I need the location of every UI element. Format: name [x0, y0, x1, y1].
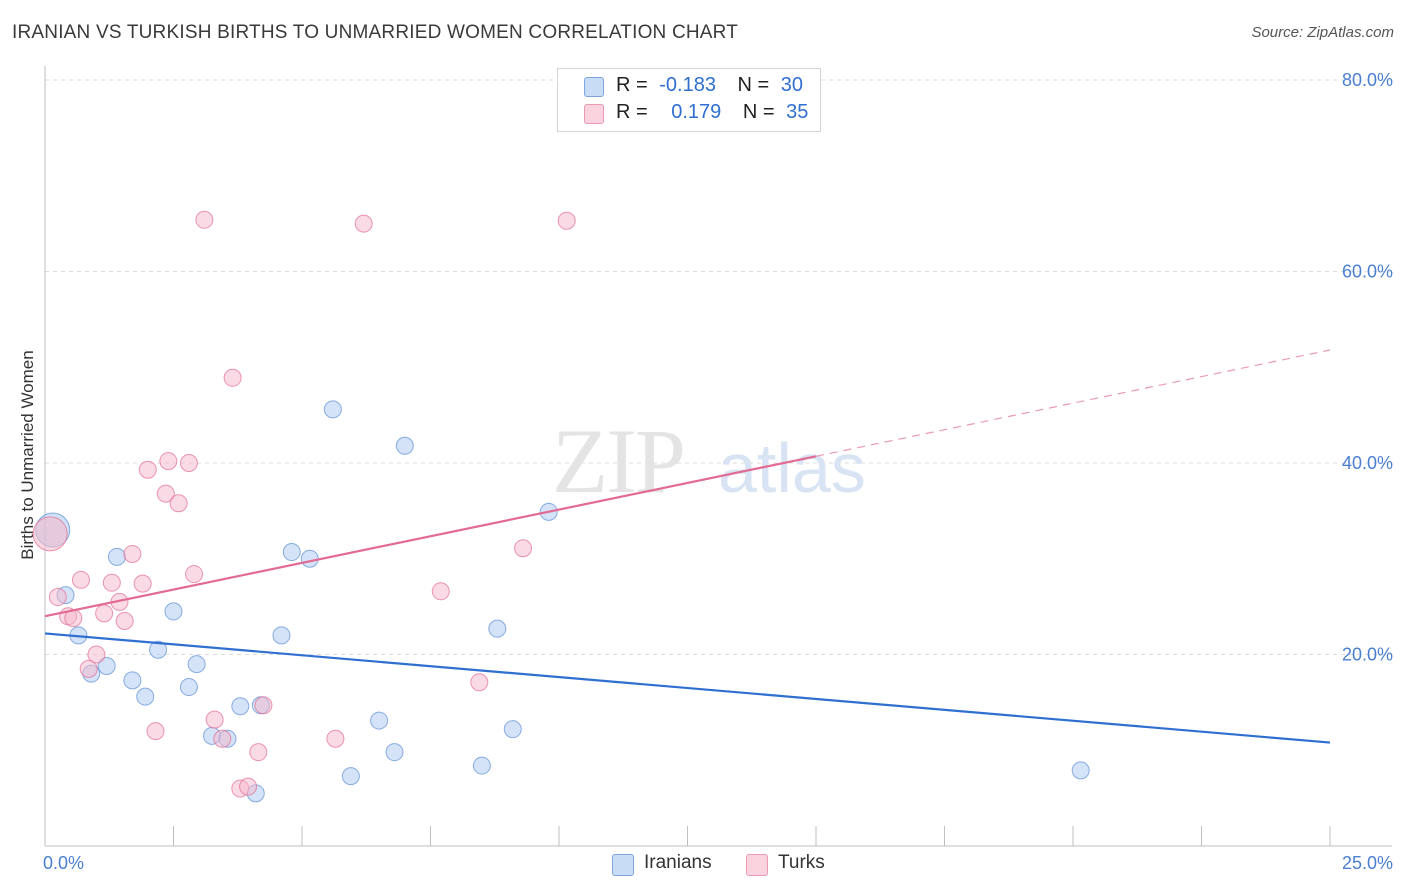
iranian-point	[136, 687, 155, 706]
legend-r-value-turks: 0.179	[671, 101, 722, 123]
iranian-point	[472, 756, 491, 775]
iranian-point	[123, 671, 142, 690]
turk-point	[326, 729, 345, 748]
turk-point	[79, 659, 98, 678]
legend-n-value-iranians: 30	[780, 74, 804, 96]
turk-point	[470, 673, 489, 692]
iranian-point	[1071, 761, 1090, 780]
turk-point	[185, 565, 204, 584]
turk-point	[557, 211, 576, 230]
iranian-point	[323, 400, 342, 419]
gridlines	[45, 79, 1392, 655]
tick-labels: 20.0% 40.0% 60.0% 80.0% 0.0% 25.0%	[43, 70, 1393, 873]
trend-lines	[44, 349, 1331, 744]
turk-point	[354, 214, 373, 233]
turk-point	[254, 696, 273, 715]
watermark: ZIP atlas	[552, 410, 866, 512]
source-label: Source: ZipAtlas.com	[1251, 24, 1394, 41]
turk-point	[146, 722, 165, 741]
turk-point	[138, 460, 157, 479]
turks-trend-extension	[815, 349, 1331, 457]
chart-title: IRANIAN VS TURKISH BIRTHS TO UNMARRIED W…	[12, 22, 739, 43]
iranian-point	[370, 711, 389, 730]
iranian-point	[187, 655, 206, 674]
iranian-point	[149, 640, 168, 659]
y-tick-label: 20.0%	[1342, 645, 1393, 665]
turk-point	[249, 743, 268, 762]
iranian-point	[107, 547, 126, 566]
y-tick-label: 40.0%	[1342, 453, 1393, 473]
turk-point	[87, 645, 106, 664]
legend-swatch-iranians	[584, 77, 604, 97]
x-tick-label: 25.0%	[1342, 853, 1393, 873]
y-tick-label: 80.0%	[1342, 70, 1393, 90]
turk-point	[431, 582, 450, 601]
iranian-point	[488, 619, 507, 638]
turk-point	[159, 452, 178, 471]
iranians-trend-line	[44, 632, 1331, 744]
turk-point	[205, 710, 224, 729]
turk-point	[95, 604, 114, 623]
turk-point	[32, 516, 68, 552]
turk-point	[133, 574, 152, 593]
watermark-atlas: atlas	[718, 429, 866, 507]
turk-point	[115, 611, 134, 630]
legend-swatch-turks	[584, 104, 604, 124]
turk-point	[156, 484, 175, 503]
turk-point	[48, 588, 67, 607]
iranian-point	[97, 656, 116, 675]
bottom-swatch-turks	[746, 854, 768, 876]
turk-point	[213, 729, 232, 748]
bottom-label-iranians: Iranians	[644, 852, 712, 873]
axes	[44, 66, 1392, 847]
watermark-zip: ZIP	[552, 410, 684, 512]
turk-point	[239, 777, 258, 796]
turk-point	[123, 544, 142, 563]
turks-points	[32, 210, 576, 798]
iranian-point	[503, 720, 522, 739]
correlation-legend: R = -0.183 N = 30 R = 0.179 N = 35	[557, 68, 821, 132]
turk-point	[102, 573, 121, 592]
turks-trend-line	[44, 455, 817, 618]
legend-n-value-turks: 35	[786, 101, 809, 123]
iranian-point	[164, 602, 183, 621]
iranian-point	[272, 626, 291, 645]
legend-r-value-iranians: -0.183	[659, 74, 716, 96]
turk-point	[71, 570, 90, 589]
turk-point	[223, 368, 242, 387]
iranian-point	[282, 543, 301, 562]
iranian-point	[231, 697, 250, 716]
legend-r-label: R =	[616, 101, 648, 123]
legend-r-label: R =	[616, 74, 648, 96]
turk-point	[169, 494, 188, 513]
bottom-swatch-iranians	[612, 854, 634, 876]
iranian-point	[179, 678, 198, 697]
iranian-point	[385, 743, 404, 762]
y-tick-label: 60.0%	[1342, 262, 1393, 282]
bottom-label-turks: Turks	[778, 852, 825, 873]
turk-point	[514, 539, 533, 558]
legend-n-label: N =	[737, 74, 770, 96]
legend-n-label: N =	[742, 101, 775, 123]
turk-point	[195, 210, 214, 229]
iranian-point	[300, 549, 319, 568]
turk-point	[179, 454, 198, 472]
x-tick-label: 0.0%	[43, 853, 84, 873]
iranian-point	[341, 767, 360, 786]
iranian-point	[395, 436, 414, 455]
